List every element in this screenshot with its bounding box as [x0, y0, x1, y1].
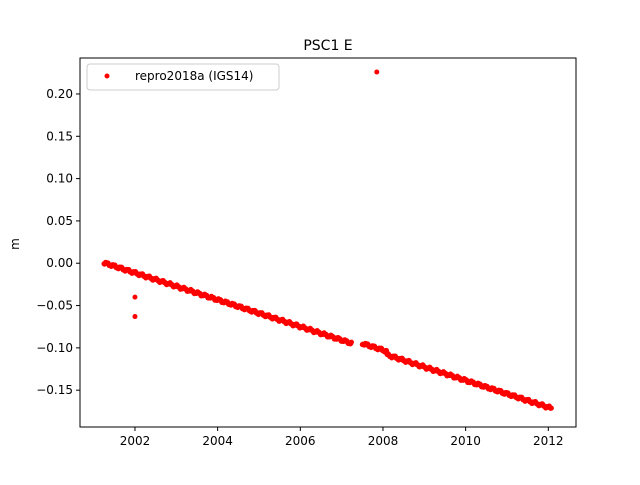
y-axis-label: m: [8, 238, 22, 250]
x-tick-label: 2012: [533, 434, 564, 448]
plot-points: [101, 69, 554, 411]
data-point: [548, 405, 554, 411]
x-tick-label: 2004: [202, 434, 233, 448]
y-tick-label: 0.15: [46, 129, 73, 143]
legend-label: repro2018a (IGS14): [135, 69, 253, 83]
data-point-outlier: [374, 69, 380, 75]
x-tick-label: 2008: [368, 434, 399, 448]
y-tick-label: 0.20: [46, 87, 73, 101]
y-tick-label: 0.05: [46, 214, 73, 228]
plot-frame: [79, 57, 577, 428]
legend-box: [86, 63, 280, 91]
x-tick-label: 2002: [120, 434, 151, 448]
x-axis-ticks: 2002 2004 2006 2008 2010 2012: [120, 427, 564, 448]
x-tick-label: 2010: [450, 434, 481, 448]
y-tick-label: −0.15: [36, 383, 73, 397]
x-tick-label: 2006: [285, 434, 316, 448]
y-tick-label: 0.10: [46, 172, 73, 186]
y-tick-label: −0.05: [36, 299, 73, 313]
y-tick-label: −0.10: [36, 341, 73, 355]
legend: repro2018a (IGS14): [86, 63, 280, 91]
chart-title: PSC1 E: [303, 38, 352, 54]
data-point: [348, 339, 354, 345]
data-point-outlier: [132, 314, 138, 320]
y-axis-ticks: −0.15 −0.10 −0.05 0.00 0.05 0.10 0.15 0.20: [36, 87, 80, 397]
data-point-outlier: [132, 294, 138, 300]
legend-marker: [104, 73, 110, 79]
y-tick-label: 0.00: [46, 256, 73, 270]
